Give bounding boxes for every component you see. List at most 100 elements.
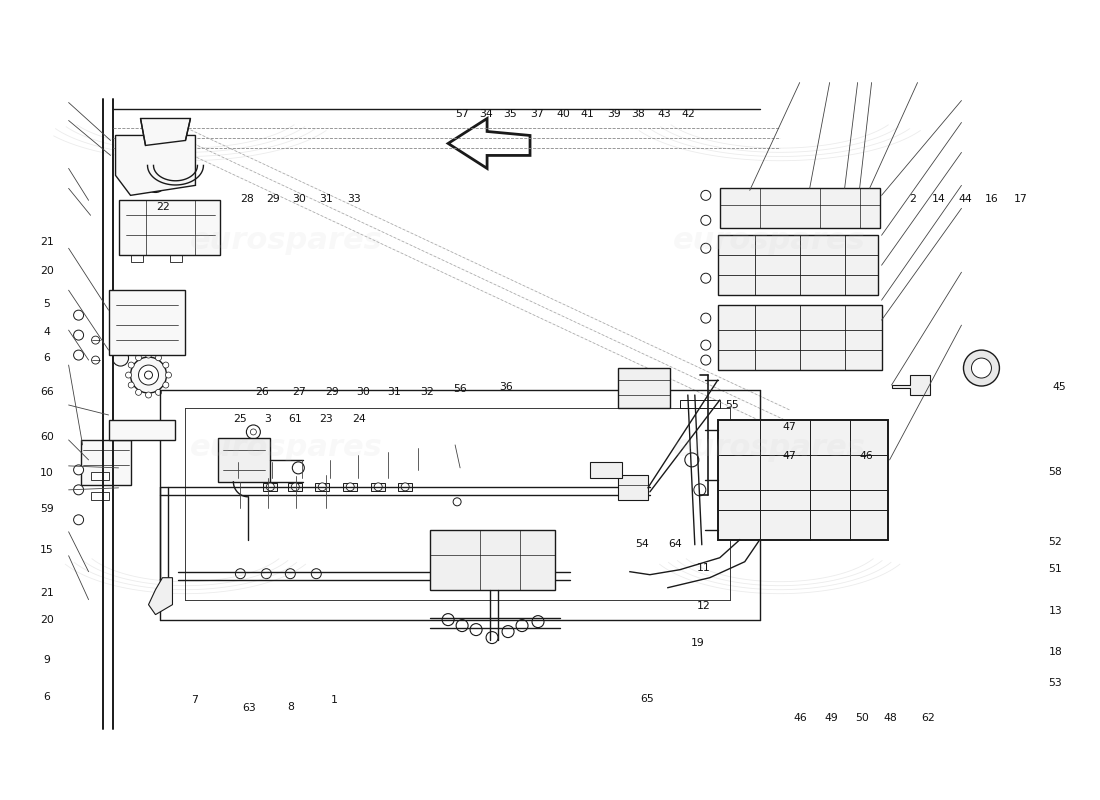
Bar (398, 483, 412, 491)
Circle shape (532, 616, 544, 628)
Text: 10: 10 (40, 469, 54, 478)
Circle shape (74, 515, 84, 525)
Text: 46: 46 (793, 713, 807, 723)
Circle shape (155, 354, 162, 361)
Text: 59: 59 (40, 504, 54, 514)
Text: 5: 5 (43, 299, 51, 309)
Polygon shape (590, 462, 621, 478)
Bar (316, 483, 329, 491)
Bar (680, 400, 719, 408)
Text: 21: 21 (40, 588, 54, 598)
Circle shape (470, 624, 482, 635)
Bar (80, 440, 131, 485)
Circle shape (722, 490, 758, 526)
Text: 27: 27 (293, 387, 307, 397)
Text: 18: 18 (1048, 647, 1063, 658)
Text: 62: 62 (921, 713, 935, 723)
Circle shape (125, 372, 132, 378)
Text: 51: 51 (1048, 564, 1063, 574)
Circle shape (346, 483, 354, 491)
Circle shape (74, 350, 84, 360)
Text: 36: 36 (499, 382, 513, 392)
Text: 43: 43 (658, 109, 671, 119)
Circle shape (155, 390, 162, 395)
Text: 16: 16 (984, 194, 999, 204)
Circle shape (145, 352, 152, 358)
Circle shape (442, 614, 454, 626)
Circle shape (292, 483, 299, 491)
Text: 41: 41 (581, 109, 594, 119)
Text: 53: 53 (1048, 678, 1063, 688)
Circle shape (811, 309, 828, 327)
Circle shape (402, 483, 409, 491)
Circle shape (311, 569, 321, 578)
Text: 66: 66 (40, 387, 54, 397)
Text: 47: 47 (782, 422, 796, 432)
Polygon shape (219, 438, 271, 482)
Text: 26: 26 (255, 387, 270, 397)
Circle shape (246, 425, 261, 439)
Circle shape (625, 490, 635, 500)
Text: 48: 48 (883, 713, 898, 723)
Text: 24: 24 (352, 414, 365, 424)
Circle shape (848, 345, 868, 365)
Polygon shape (892, 375, 929, 395)
Circle shape (727, 313, 745, 331)
Circle shape (811, 250, 828, 267)
Circle shape (112, 350, 129, 366)
Text: 30: 30 (356, 387, 371, 397)
Circle shape (145, 172, 165, 192)
Text: 2: 2 (909, 194, 916, 204)
Text: 35: 35 (504, 109, 517, 119)
Circle shape (135, 390, 142, 395)
Polygon shape (718, 235, 878, 295)
Text: 65: 65 (640, 694, 653, 704)
Polygon shape (141, 118, 190, 146)
Circle shape (701, 243, 711, 254)
Circle shape (486, 631, 498, 643)
Circle shape (131, 357, 166, 393)
Circle shape (767, 332, 783, 348)
Polygon shape (119, 200, 220, 255)
Circle shape (453, 498, 461, 506)
Polygon shape (718, 420, 888, 540)
Text: 29: 29 (326, 387, 339, 397)
Circle shape (694, 484, 706, 496)
Circle shape (129, 382, 134, 388)
Text: 45: 45 (1053, 382, 1067, 392)
Text: 13: 13 (1048, 606, 1063, 616)
Text: eurospares: eurospares (190, 226, 383, 254)
Text: 6: 6 (43, 354, 51, 363)
Bar (343, 483, 358, 491)
Bar (170, 252, 183, 262)
Circle shape (701, 274, 711, 283)
Polygon shape (109, 290, 186, 355)
Text: 12: 12 (697, 601, 711, 611)
Circle shape (516, 620, 528, 631)
Circle shape (139, 365, 158, 385)
Circle shape (74, 485, 84, 495)
Circle shape (456, 620, 469, 631)
Circle shape (847, 258, 862, 274)
Circle shape (285, 569, 295, 578)
Circle shape (135, 354, 142, 361)
Bar (628, 385, 660, 397)
Bar (288, 483, 302, 491)
Bar (263, 483, 277, 491)
Text: 19: 19 (691, 638, 704, 648)
Text: 58: 58 (1048, 467, 1063, 477)
Text: 3: 3 (264, 414, 271, 424)
Text: 32: 32 (420, 387, 433, 397)
Text: 34: 34 (480, 109, 493, 119)
Circle shape (74, 465, 84, 475)
Text: eurospares: eurospares (673, 434, 866, 462)
Circle shape (502, 626, 514, 638)
Polygon shape (448, 118, 530, 169)
Text: 25: 25 (233, 414, 248, 424)
Polygon shape (430, 530, 556, 590)
Circle shape (768, 262, 782, 275)
Text: 7: 7 (190, 695, 198, 706)
Circle shape (145, 392, 152, 398)
Text: 44: 44 (958, 194, 972, 204)
Text: 20: 20 (40, 615, 54, 626)
